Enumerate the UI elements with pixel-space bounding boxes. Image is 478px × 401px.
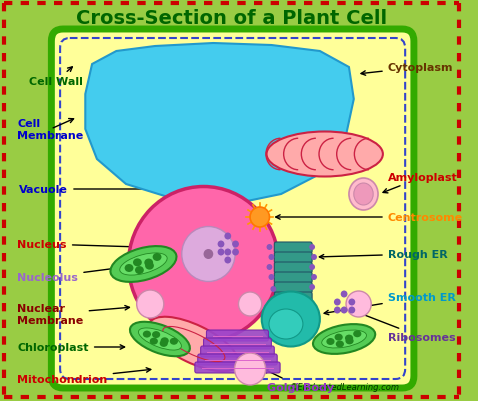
Ellipse shape (313, 324, 375, 354)
Ellipse shape (143, 331, 151, 338)
Ellipse shape (235, 353, 266, 385)
Ellipse shape (311, 274, 317, 280)
Ellipse shape (232, 241, 239, 248)
Ellipse shape (110, 247, 176, 282)
Text: ©EnchantedLearning.com: ©EnchantedLearning.com (289, 383, 399, 391)
FancyBboxPatch shape (274, 272, 312, 283)
FancyBboxPatch shape (198, 354, 277, 365)
Ellipse shape (334, 299, 341, 306)
Ellipse shape (354, 184, 373, 205)
Text: Rough ER: Rough ER (319, 249, 447, 259)
Ellipse shape (341, 291, 348, 298)
Ellipse shape (145, 262, 154, 270)
Ellipse shape (250, 207, 270, 227)
Ellipse shape (267, 132, 383, 177)
Ellipse shape (170, 338, 178, 345)
Ellipse shape (161, 337, 169, 344)
Ellipse shape (309, 284, 315, 290)
Text: Cell
Membrane: Cell Membrane (18, 119, 84, 140)
Ellipse shape (182, 227, 235, 282)
Ellipse shape (217, 249, 224, 256)
Ellipse shape (345, 335, 353, 342)
Ellipse shape (224, 249, 231, 256)
Ellipse shape (152, 253, 162, 261)
Text: Mitochondrion: Mitochondrion (18, 368, 151, 384)
Ellipse shape (150, 338, 158, 345)
Ellipse shape (217, 241, 224, 248)
Ellipse shape (346, 338, 354, 344)
Ellipse shape (271, 286, 276, 292)
Text: Ribosomes: Ribosomes (353, 310, 456, 342)
Text: Nucleus: Nucleus (18, 239, 136, 249)
FancyBboxPatch shape (274, 292, 312, 303)
Ellipse shape (346, 291, 371, 317)
Ellipse shape (269, 254, 274, 260)
Text: Centrosome: Centrosome (276, 213, 463, 223)
Text: Vacuole: Vacuole (20, 184, 170, 194)
Ellipse shape (135, 266, 144, 274)
Text: Cell Wall: Cell Wall (29, 68, 83, 87)
FancyBboxPatch shape (51, 30, 414, 388)
Ellipse shape (139, 328, 182, 350)
Ellipse shape (335, 334, 343, 341)
Text: Smooth ER: Smooth ER (324, 292, 456, 315)
Ellipse shape (239, 292, 262, 316)
FancyBboxPatch shape (195, 362, 280, 373)
Ellipse shape (309, 264, 315, 270)
Ellipse shape (262, 292, 320, 346)
Ellipse shape (149, 317, 239, 371)
FancyBboxPatch shape (204, 338, 272, 349)
FancyBboxPatch shape (274, 282, 312, 293)
Ellipse shape (267, 264, 272, 270)
Ellipse shape (267, 244, 272, 250)
Ellipse shape (309, 244, 315, 250)
Ellipse shape (353, 330, 361, 337)
Ellipse shape (224, 233, 231, 240)
FancyBboxPatch shape (274, 242, 312, 253)
Text: Nuclear
Membrane: Nuclear Membrane (18, 304, 130, 325)
Ellipse shape (130, 322, 190, 356)
Ellipse shape (129, 187, 279, 342)
Ellipse shape (311, 254, 317, 260)
Ellipse shape (160, 340, 168, 347)
Ellipse shape (326, 338, 335, 345)
Ellipse shape (224, 257, 231, 264)
Ellipse shape (349, 178, 378, 211)
Text: Cross-Section of a Plant Cell: Cross-Section of a Plant Cell (76, 8, 387, 27)
Text: Amyloplast: Amyloplast (383, 172, 457, 193)
Text: Golgi Body: Golgi Body (264, 369, 334, 392)
Text: Nucleolus: Nucleolus (18, 258, 183, 282)
Ellipse shape (269, 309, 303, 339)
Ellipse shape (348, 299, 355, 306)
Ellipse shape (334, 307, 341, 314)
Polygon shape (85, 44, 354, 205)
Ellipse shape (232, 249, 239, 256)
Ellipse shape (137, 290, 164, 318)
Ellipse shape (322, 330, 367, 348)
Ellipse shape (133, 259, 142, 267)
FancyBboxPatch shape (274, 252, 312, 263)
Ellipse shape (269, 274, 274, 280)
Ellipse shape (125, 264, 133, 272)
Ellipse shape (341, 307, 348, 314)
Ellipse shape (152, 331, 160, 338)
Ellipse shape (336, 341, 344, 348)
FancyBboxPatch shape (274, 262, 312, 273)
Ellipse shape (120, 253, 167, 275)
Ellipse shape (144, 259, 153, 267)
Ellipse shape (204, 249, 213, 259)
Ellipse shape (348, 307, 355, 314)
FancyBboxPatch shape (201, 346, 274, 357)
Text: Chloroplast: Chloroplast (18, 342, 125, 352)
Text: Cytoplasm: Cytoplasm (361, 63, 453, 76)
FancyBboxPatch shape (206, 330, 269, 341)
